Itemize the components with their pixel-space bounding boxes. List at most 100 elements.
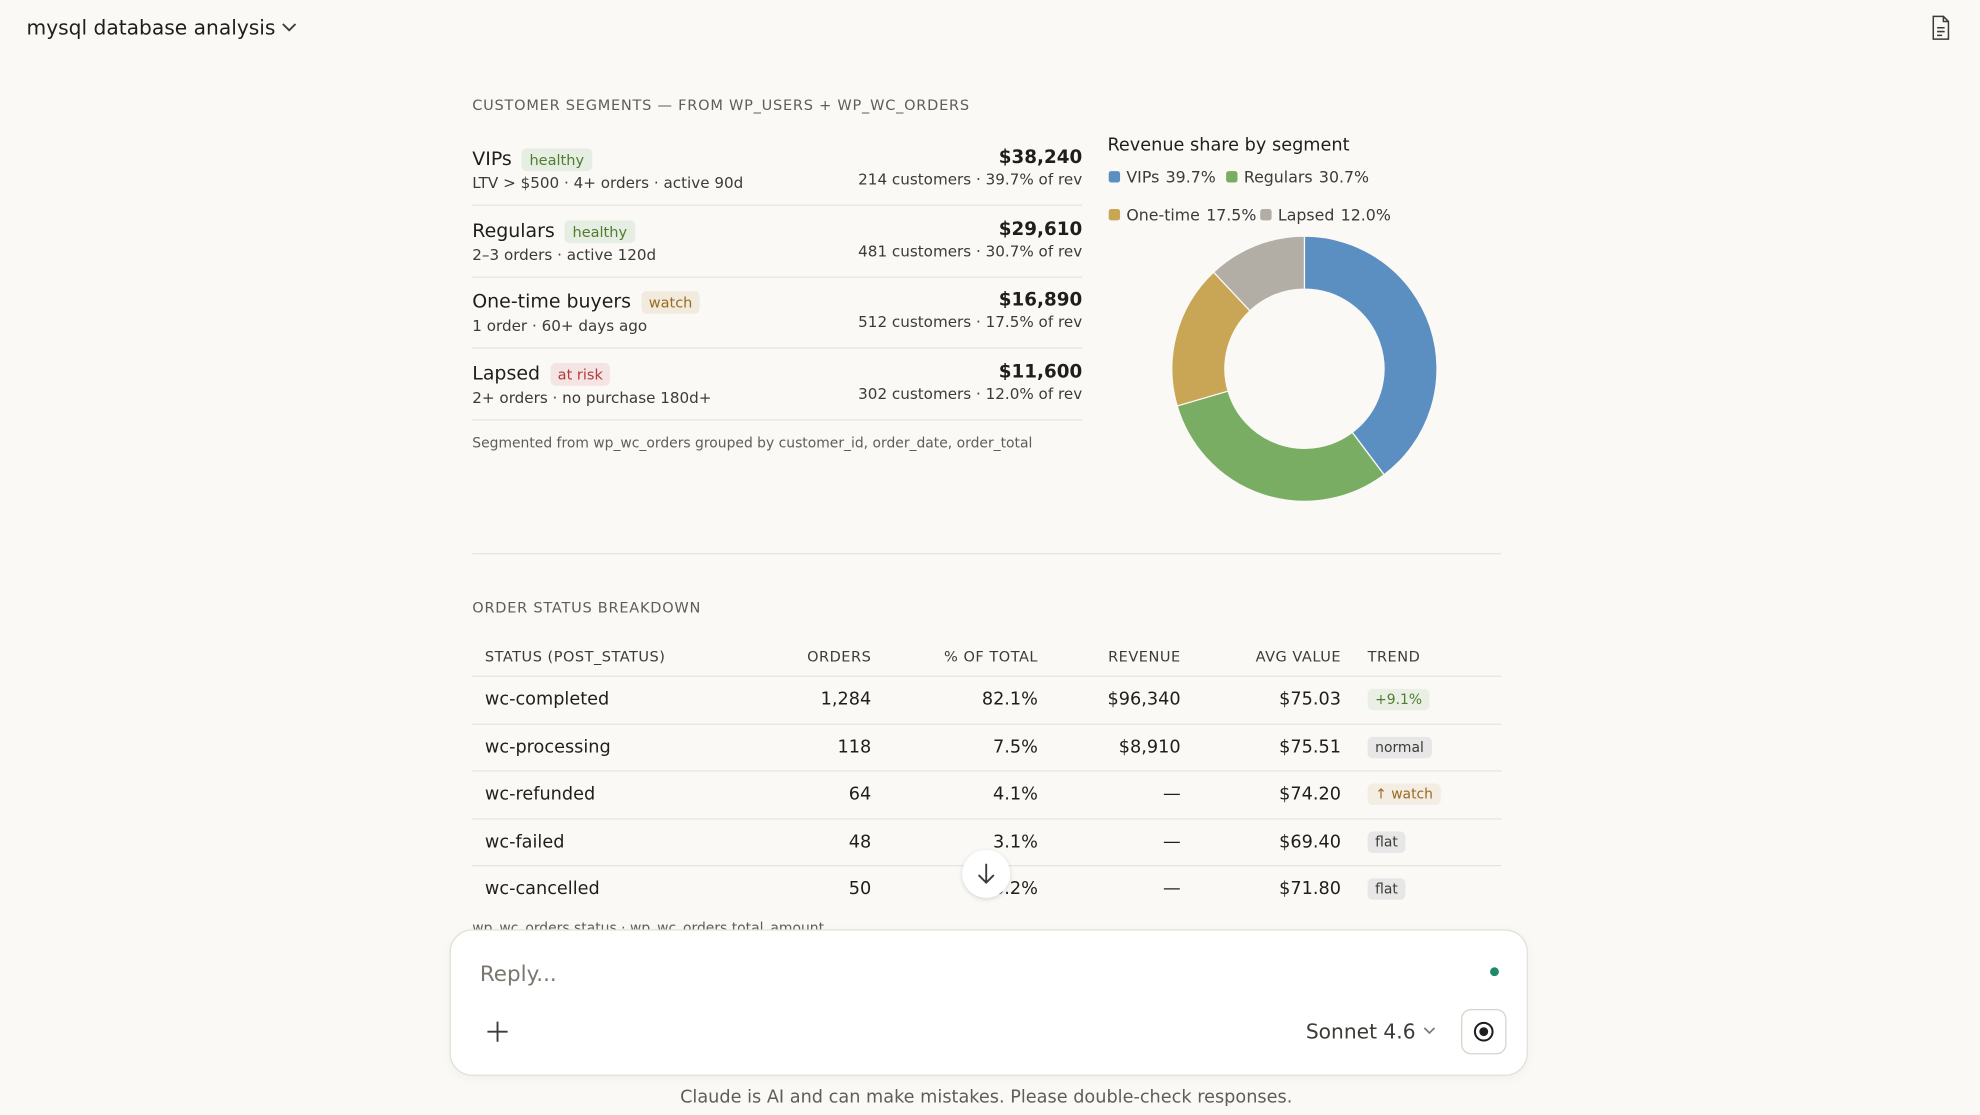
row-separator: [472, 347, 1083, 350]
donut-chart: [1171, 235, 1438, 502]
row-separator: [472, 817, 1502, 819]
trend-badge: flat: [1367, 878, 1406, 900]
title-chevron[interactable]: [280, 20, 298, 35]
table-cell: 82.1%: [981, 689, 1038, 710]
table-cell: wc-completed: [484, 689, 610, 710]
status-dot: [1490, 967, 1499, 977]
table-cell: 50: [848, 878, 872, 900]
table-cell: 48: [848, 831, 872, 852]
legend-value: 30.7%: [1318, 167, 1370, 187]
segment-description: LTV > $500 · 4+ orders · active 90d: [472, 174, 744, 192]
table-cell: 64: [848, 784, 872, 805]
table-cell: $8,910: [1118, 736, 1181, 758]
chat-title[interactable]: mysql database analysis: [26, 15, 276, 40]
table-cell: $71.80: [1279, 878, 1342, 900]
segment-description: 2+ orders · no purchase 180d+: [472, 389, 712, 407]
arrow-icon: [977, 863, 995, 885]
row-separator: [472, 722, 1502, 725]
legend-swatch: [1108, 208, 1121, 221]
column-header: Orders: [807, 647, 872, 666]
table-cell: 7.5%: [993, 736, 1038, 758]
table-cell: wc-processing: [484, 736, 611, 758]
table-cell: wc-failed: [484, 831, 565, 852]
table-cell: wc-refunded: [484, 784, 596, 805]
segment-description: 1 order · 60+ days ago: [472, 317, 648, 336]
row-separator: [472, 419, 1083, 421]
table-cell: $74.20: [1279, 784, 1342, 805]
segment-revenue: $16,890: [998, 290, 1083, 312]
table-cell: $75.51: [1279, 736, 1342, 758]
table-cell: $96,340: [1107, 689, 1181, 710]
segment-header: VIPs healthy: [472, 146, 592, 172]
legend-label: Regulars: [1243, 167, 1313, 187]
segment-header: One-time buyers watch: [472, 289, 700, 315]
legend-value: 17.5%: [1206, 205, 1257, 225]
voice-button[interactable]: [1461, 1008, 1507, 1055]
reply-input[interactable]: Reply...: [479, 962, 557, 988]
segment-name: One-time buyers: [472, 290, 632, 314]
legend-value: 39.7%: [1165, 167, 1216, 187]
legend-entry: Regulars 30.7%: [1226, 167, 1369, 186]
row-separator: [472, 204, 1083, 206]
segment-revenue: $29,610: [998, 219, 1083, 240]
trend-badge: flat: [1367, 830, 1406, 853]
row-separator: [472, 770, 1502, 772]
column-header: Avg value: [1255, 647, 1342, 666]
legend-entry: One-time 17.5%: [1108, 205, 1257, 225]
table-cell: —: [1163, 878, 1181, 900]
segment-stats: 214 customers · 39.7% of rev: [858, 170, 1083, 189]
add-button[interactable]: [486, 1020, 509, 1043]
segment-revenue: $11,600: [998, 362, 1083, 383]
segment-stats: 302 customers · 12.0% of rev: [858, 385, 1083, 403]
donut-slice: [1212, 235, 1306, 312]
segment-stats: 512 customers · 17.5% of rev: [858, 313, 1083, 332]
record-icon: [1473, 1021, 1494, 1042]
segment-note: Segmented from wp_wc_orders grouped by c…: [472, 435, 1033, 452]
scroll-down-button[interactable]: [962, 849, 1011, 898]
section-title: Customer segments — from wp_users + wp_w…: [472, 95, 970, 114]
segment-name: VIPs: [472, 147, 512, 170]
legend-value: 12.0%: [1340, 205, 1391, 225]
table-cell: 1,284: [820, 689, 872, 710]
legend-entry: VIPs 39.7%: [1108, 167, 1216, 187]
segment-revenue: $38,240: [998, 147, 1083, 168]
header-separator: [472, 675, 1502, 677]
legend-label: Lapsed: [1277, 205, 1335, 225]
trend-badge: normal: [1367, 736, 1432, 758]
segment-badge: at risk: [550, 363, 611, 386]
trend-badge: ↑ watch: [1367, 783, 1441, 806]
segment-description: 2–3 orders · active 120d: [472, 245, 657, 264]
model-chevron[interactable]: [1422, 1025, 1437, 1038]
table-cell: 4.1%: [993, 784, 1038, 805]
column-header: Trend: [1367, 647, 1421, 666]
legend-label: One-time: [1126, 205, 1200, 225]
legend-entry: Lapsed 12.0%: [1260, 205, 1391, 224]
segment-badge: watch: [641, 291, 700, 315]
column-header: % of total: [944, 647, 1038, 666]
section-title: Order status breakdown: [472, 598, 702, 617]
segment-stats: 481 customers · 30.7% of rev: [858, 242, 1083, 260]
table-cell: —: [1163, 831, 1181, 852]
segment-header: Lapsed at risk: [472, 361, 611, 386]
legend-swatch: [1226, 171, 1238, 183]
legend-swatch: [1260, 208, 1272, 221]
segment-name: Lapsed: [472, 361, 541, 385]
disclaimer: Claude is AI and can make mistakes. Plea…: [680, 1087, 1293, 1108]
segment-badge: healthy: [521, 148, 592, 172]
donut-slice: [1303, 235, 1438, 476]
column-header: Revenue: [1108, 647, 1181, 666]
chart-title: Revenue share by segment: [1107, 135, 1350, 156]
table-cell: $69.40: [1279, 831, 1342, 852]
divider: [472, 553, 1502, 555]
donut-slice: [1176, 390, 1385, 502]
document-icon[interactable]: [1931, 15, 1951, 40]
model-selector[interactable]: Sonnet 4.6: [1305, 1019, 1416, 1044]
segment-name: Regulars: [472, 218, 555, 242]
legend-label: VIPs: [1126, 167, 1160, 187]
table-cell: wc-cancelled: [484, 878, 600, 900]
table-cell: 3.1%: [993, 831, 1038, 852]
segment-badge: healthy: [564, 219, 635, 243]
composer: Reply... Sonnet 4.6: [449, 929, 1528, 1076]
